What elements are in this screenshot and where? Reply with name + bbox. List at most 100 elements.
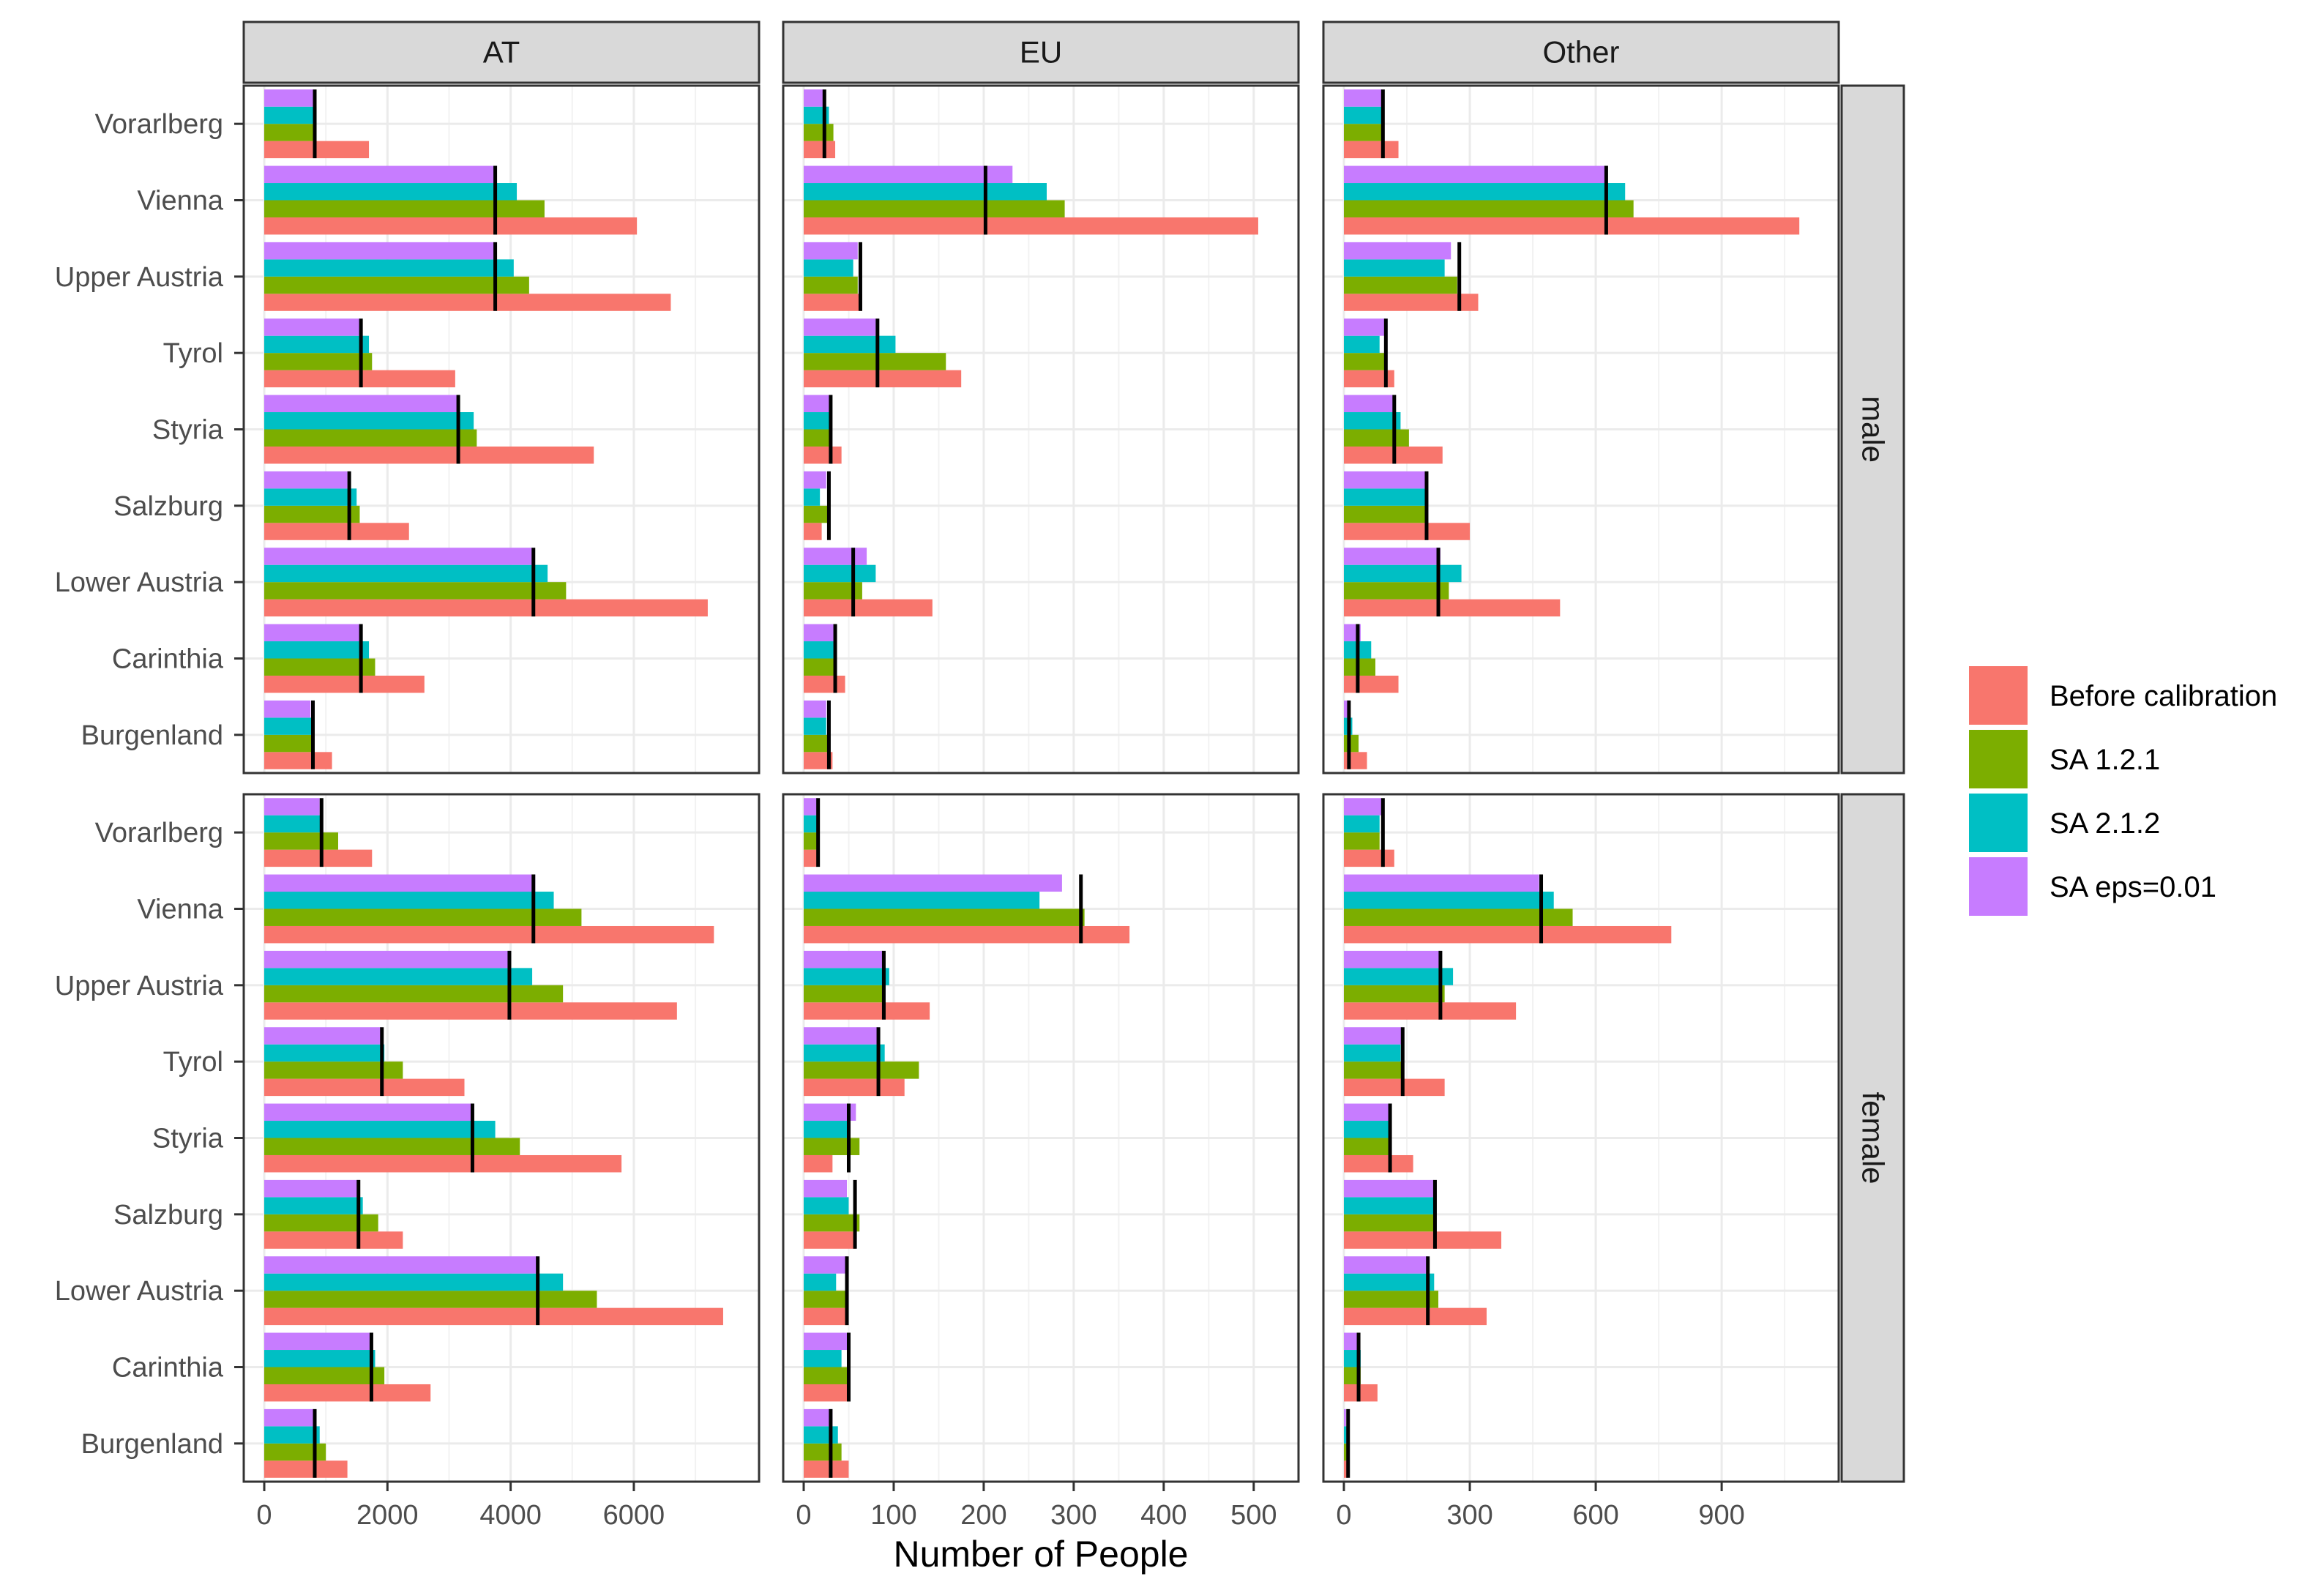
bar-before-calibration-tyrol	[1344, 1078, 1445, 1097]
bar-before-calibration-tyrol	[804, 1078, 905, 1097]
bar-sa-1-2-1-tyrol	[1344, 1061, 1403, 1079]
bar-sa-eps-0-01-lower-austria	[1344, 1256, 1428, 1274]
bar-sa-eps-0-01-vienna	[1344, 874, 1539, 892]
bar-sa-eps-0-01-vienna	[264, 874, 536, 892]
bar-sa-1-2-1-salzburg	[264, 505, 360, 523]
bar-sa-eps-0-01-styria	[804, 395, 829, 413]
bar-sa-2-1-2-styria	[1344, 412, 1401, 430]
bar-sa-1-2-1-upper-austria	[1344, 276, 1457, 294]
panel-at-female	[242, 793, 761, 1483]
bar-sa-1-2-1-salzburg	[1344, 505, 1426, 523]
bar-sa-1-2-1-lower-austria	[1344, 582, 1449, 600]
strip-label: female	[1856, 1091, 1891, 1184]
bar-sa-1-2-1-lower-austria	[1344, 1291, 1439, 1308]
category-label-vorarlberg: Vorarlberg	[95, 109, 223, 140]
bar-before-calibration-burgenland	[1344, 1460, 1348, 1478]
strip-label: AT	[483, 35, 520, 70]
bar-before-calibration-tyrol	[804, 370, 962, 388]
category-label-vienna: Vienna	[137, 895, 224, 925]
legend-item-sa-2-1-2: SA 2.1.2	[1969, 794, 2160, 852]
legend-key	[1969, 794, 2028, 852]
legend-label: SA eps=0.01	[2050, 871, 2216, 903]
category-label-vorarlberg: Vorarlberg	[95, 818, 223, 848]
x-tick-label: 0	[256, 1500, 272, 1531]
bar-sa-eps-0-01-vienna	[804, 874, 1062, 892]
bar-before-calibration-salzburg	[1344, 1231, 1502, 1249]
bar-sa-eps-0-01-styria	[1344, 395, 1394, 413]
bar-sa-2-1-2-vienna	[264, 892, 554, 909]
bar-sa-1-2-1-carinthia	[1344, 658, 1376, 676]
legend-key	[1969, 857, 2028, 916]
bar-sa-1-2-1-carinthia	[264, 658, 375, 676]
bar-sa-2-1-2-burgenland	[264, 717, 314, 735]
bar-sa-2-1-2-lower-austria	[1344, 1273, 1435, 1291]
bar-sa-eps-0-01-tyrol	[264, 1027, 381, 1045]
bar-before-calibration-lower-austria	[264, 599, 708, 617]
x-tick-label: 500	[1230, 1500, 1277, 1531]
bar-sa-eps-0-01-vienna	[264, 165, 496, 184]
bar-sa-1-2-1-upper-austria	[264, 985, 564, 1003]
bar-sa-1-2-1-burgenland	[804, 1443, 842, 1461]
bar-sa-1-2-1-vorarlberg	[264, 124, 317, 141]
bar-before-calibration-carinthia	[264, 1384, 431, 1402]
bar-sa-eps-0-01-vorarlberg	[264, 798, 320, 815]
bar-sa-eps-0-01-upper-austria	[804, 950, 883, 968]
category-label-tyrol: Tyrol	[163, 338, 223, 369]
x-tick-label: 0	[796, 1500, 811, 1531]
bar-sa-1-2-1-burgenland	[264, 1443, 326, 1461]
panel-eu-male	[782, 84, 1300, 775]
bar-sa-eps-0-01-carinthia	[804, 624, 834, 642]
bar-sa-eps-0-01-salzburg	[1344, 471, 1426, 489]
category-label-carinthia: Carinthia	[112, 1353, 224, 1384]
bar-before-calibration-vorarlberg	[264, 141, 370, 159]
category-label-styria: Styria	[152, 415, 224, 446]
bar-sa-2-1-2-carinthia	[264, 641, 370, 659]
bar-before-calibration-burgenland	[264, 752, 332, 769]
bar-sa-1-2-1-vorarlberg	[264, 832, 338, 850]
bar-sa-1-2-1-salzburg	[804, 505, 829, 523]
bar-sa-2-1-2-vienna	[264, 183, 518, 201]
bar-sa-2-1-2-styria	[804, 412, 831, 430]
bar-sa-eps-0-01-carinthia	[264, 624, 360, 642]
bar-sa-1-2-1-carinthia	[804, 1367, 848, 1384]
bar-sa-2-1-2-carinthia	[1344, 1350, 1361, 1367]
bar-sa-eps-0-01-salzburg	[804, 471, 826, 489]
bar-before-calibration-salzburg	[804, 523, 822, 540]
x-tick-label: 200	[960, 1500, 1006, 1531]
bar-sa-2-1-2-styria	[804, 1121, 848, 1138]
bar-sa-2-1-2-salzburg	[1344, 488, 1426, 506]
bar-before-calibration-upper-austria	[804, 1002, 930, 1020]
bar-sa-eps-0-01-salzburg	[804, 1179, 848, 1198]
bar-before-calibration-tyrol	[1344, 370, 1394, 388]
bar-before-calibration-tyrol	[264, 1078, 465, 1097]
bar-sa-2-1-2-tyrol	[804, 335, 896, 354]
bar-before-calibration-carinthia	[804, 675, 845, 693]
x-tick-label: 100	[870, 1500, 916, 1531]
panel-eu-female	[782, 793, 1300, 1483]
bar-sa-eps-0-01-styria	[804, 1103, 856, 1121]
bar-sa-1-2-1-vienna	[804, 908, 1085, 926]
legend-key	[1969, 730, 2028, 788]
bar-sa-eps-0-01-salzburg	[264, 1179, 360, 1198]
bar-sa-2-1-2-lower-austria	[804, 564, 876, 583]
bar-sa-eps-0-01-tyrol	[1344, 1027, 1403, 1045]
bar-sa-1-2-1-vorarlberg	[1344, 124, 1382, 141]
bar-before-calibration-styria	[804, 1154, 833, 1173]
bar-before-calibration-vienna	[804, 217, 1258, 235]
category-label-burgenland: Burgenland	[81, 720, 223, 751]
bar-sa-1-2-1-vienna	[264, 908, 582, 926]
bar-sa-1-2-1-vienna	[264, 200, 545, 217]
bar-before-calibration-styria	[264, 1154, 622, 1173]
bar-sa-1-2-1-upper-austria	[264, 276, 529, 294]
category-label-upper-austria: Upper Austria	[55, 971, 224, 1001]
bar-before-calibration-lower-austria	[804, 599, 933, 617]
category-label-salzburg: Salzburg	[113, 491, 223, 522]
bar-sa-1-2-1-styria	[264, 1138, 520, 1155]
bar-before-calibration-upper-austria	[804, 294, 862, 311]
x-tick-label: 6000	[603, 1500, 665, 1531]
bar-sa-eps-0-01-burgenland	[1344, 1408, 1346, 1427]
legend-label: Before calibration	[2050, 680, 2277, 712]
bar-sa-eps-0-01-tyrol	[264, 318, 360, 336]
bar-sa-1-2-1-carinthia	[804, 658, 836, 676]
